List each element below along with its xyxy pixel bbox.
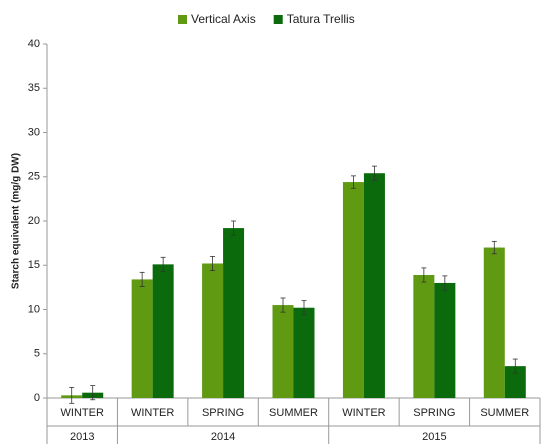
bar — [504, 366, 526, 398]
x-tick-label: SUMMER — [480, 407, 529, 419]
bar — [152, 264, 174, 398]
bar — [202, 263, 224, 398]
y-tick-label: 35 — [28, 82, 40, 94]
x-tick-label: WINTER — [342, 407, 385, 419]
bar — [272, 305, 294, 398]
bar — [223, 228, 245, 398]
y-tick-label: 20 — [28, 215, 40, 227]
bar — [293, 307, 315, 398]
bar — [413, 274, 435, 398]
legend-label: Vertical Axis — [191, 12, 256, 26]
group-label: 2014 — [211, 431, 235, 443]
x-tick-label: SPRING — [413, 407, 455, 419]
x-tick-label: SUMMER — [269, 407, 318, 419]
x-tick-label: SPRING — [202, 407, 244, 419]
group-label: 2013 — [70, 431, 94, 443]
bar — [342, 182, 364, 398]
x-tick-label: WINTER — [61, 407, 104, 419]
y-tick-label: 5 — [34, 348, 40, 360]
y-tick-label: 0 — [34, 392, 40, 404]
x-tick-label: WINTER — [131, 407, 174, 419]
y-axis-label: Starch equivalent (mg/g DW) — [11, 153, 22, 289]
bar — [434, 282, 456, 398]
legend-label: Tatura Trellis — [287, 12, 355, 26]
y-tick-label: 15 — [28, 259, 40, 271]
bar — [363, 173, 385, 398]
y-tick-label: 25 — [28, 171, 40, 183]
group-label: 2015 — [422, 431, 446, 443]
y-tick-label: 30 — [28, 126, 40, 138]
bar — [483, 247, 505, 398]
legend-swatch — [178, 15, 187, 24]
y-tick-label: 40 — [28, 38, 40, 50]
bar — [131, 279, 153, 398]
legend-swatch — [273, 15, 283, 24]
y-tick-label: 10 — [28, 303, 40, 315]
